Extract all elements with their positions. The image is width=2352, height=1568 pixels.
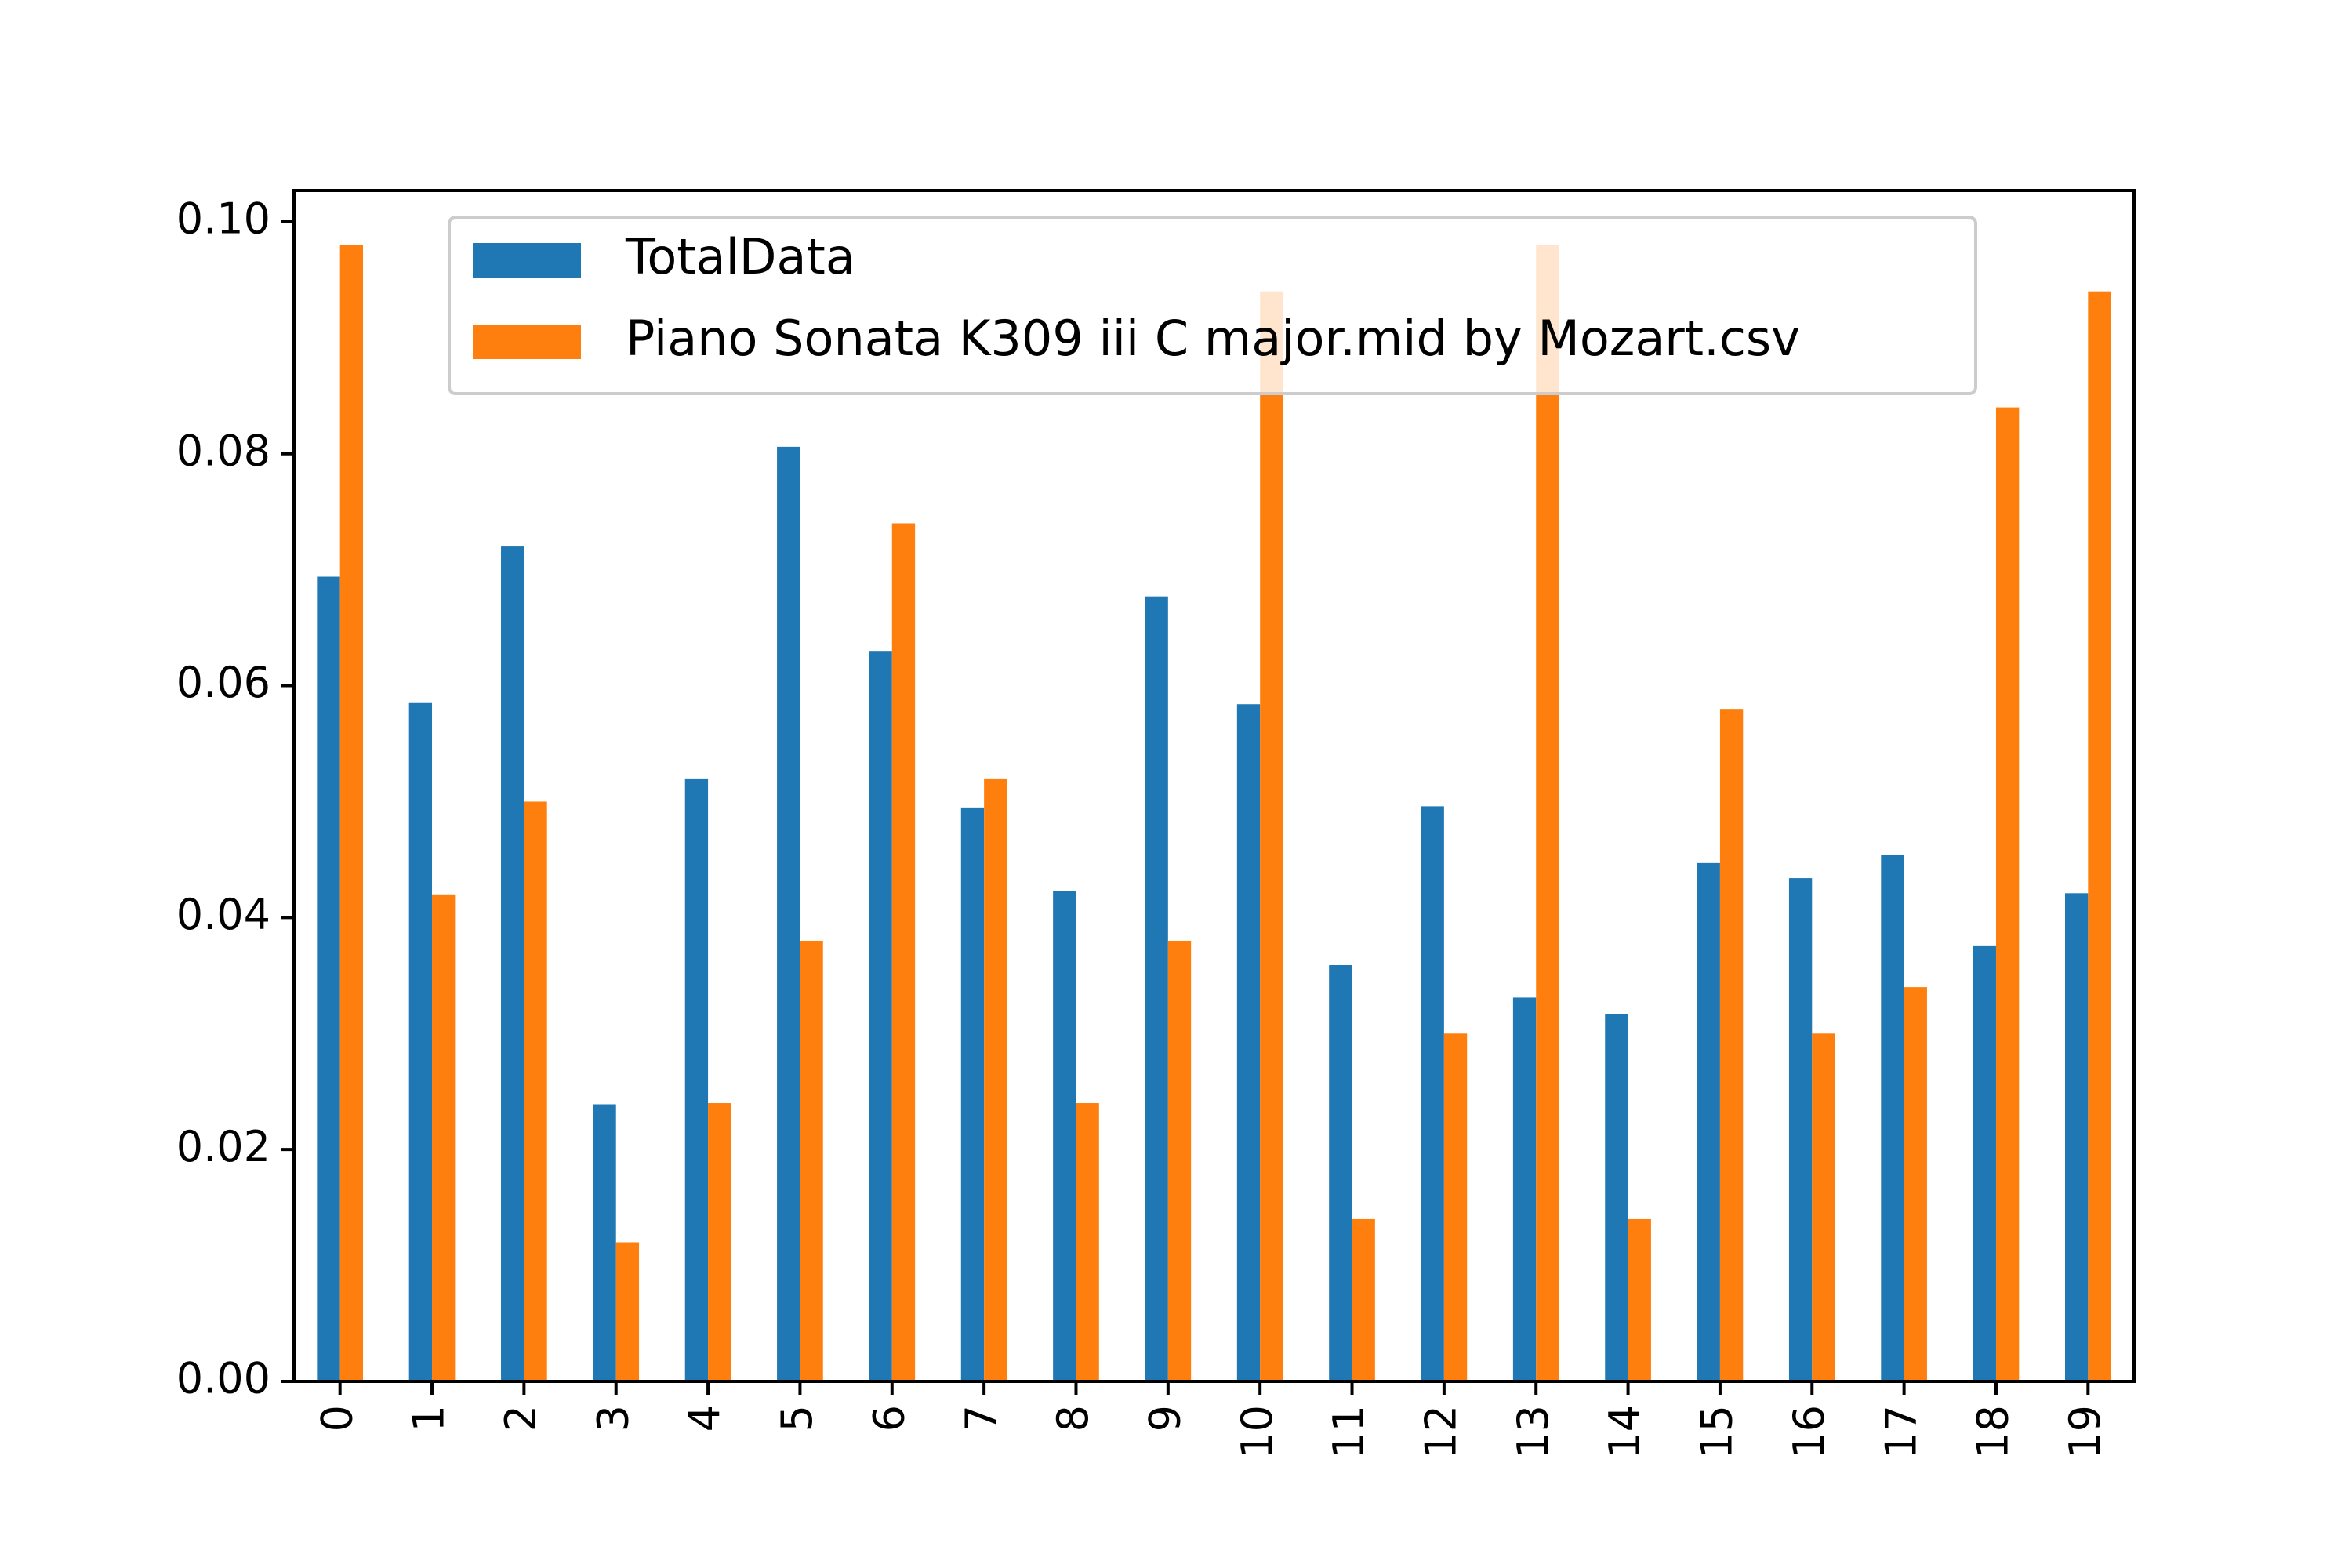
legend-label-totaldata: TotalData <box>625 228 855 285</box>
x-tick-label: 17 <box>1876 1405 1926 1459</box>
x-tick-label: 11 <box>1324 1405 1374 1459</box>
bar-piano-sonata-16 <box>1812 1033 1835 1381</box>
bar-piano-sonata-14 <box>1628 1218 1651 1381</box>
y-axis: 0.00 0.02 0.04 0.06 0.08 0.10 <box>176 194 294 1403</box>
x-tick-label: 1 <box>405 1405 454 1432</box>
bar-totaldata-18 <box>1973 945 1996 1381</box>
legend-label-piano-sonata: Piano Sonata K309 iii C major.mid by Moz… <box>626 310 1800 367</box>
bar-totaldata-17 <box>1881 855 1904 1381</box>
bar-piano-sonata-19 <box>2088 291 2111 1381</box>
y-tick-label: 0.02 <box>176 1122 270 1171</box>
bar-totaldata-4 <box>684 778 709 1381</box>
bar-totaldata-7 <box>960 807 985 1381</box>
bar-totaldata-0 <box>317 576 340 1381</box>
bar-totaldata-13 <box>1512 997 1537 1381</box>
bar-piano-sonata-10 <box>1260 291 1283 1381</box>
plot-frame <box>292 189 2136 1383</box>
bar-piano-sonata-8 <box>1076 1103 1099 1381</box>
x-tick-label: 12 <box>1417 1405 1466 1459</box>
bar-piano-sonata-18 <box>1995 407 2020 1381</box>
x-tick-label: 9 <box>1140 1405 1189 1432</box>
legend: TotalData Piano Sonata K309 iii C major.m… <box>448 216 1977 395</box>
bar-totaldata-15 <box>1697 862 1720 1381</box>
bar-piano-sonata-7 <box>984 778 1007 1381</box>
x-tick-label: 19 <box>2060 1405 2110 1459</box>
bar-totaldata-11 <box>1329 965 1352 1381</box>
bar-totaldata-9 <box>1145 596 1168 1381</box>
x-tick-label: 5 <box>772 1405 822 1432</box>
x-tick-label: 7 <box>956 1405 1006 1432</box>
x-tick-label: 13 <box>1508 1405 1558 1459</box>
y-tick-label: 0.08 <box>176 426 270 475</box>
legend-swatch-totaldata <box>473 243 581 278</box>
bar-totaldata-2 <box>501 546 524 1381</box>
bar-piano-sonata-13 <box>1536 245 1559 1381</box>
x-tick-label: 18 <box>1969 1405 2018 1459</box>
y-tick-label: 0.04 <box>176 890 270 939</box>
bar-totaldata-14 <box>1605 1014 1628 1381</box>
x-axis: 0 1 2 3 4 5 6 7 8 9 10 11 12 13 14 15 16 17 18 19 <box>312 1381 2110 1459</box>
x-tick-label: 2 <box>496 1405 546 1432</box>
bar-totaldata-16 <box>1788 878 1813 1381</box>
y-tick-label: 0.10 <box>176 194 270 244</box>
x-tick-label: 6 <box>864 1405 913 1432</box>
x-tick-label: 3 <box>588 1405 637 1432</box>
x-tick-label: 4 <box>681 1405 730 1432</box>
bar-piano-sonata-3 <box>615 1242 640 1381</box>
legend-box <box>448 216 1977 395</box>
x-tick-label: 14 <box>1600 1405 1650 1459</box>
bar-totaldata-8 <box>1053 891 1076 1381</box>
legend-swatch-piano-sonata <box>473 325 581 359</box>
bar-totaldata-10 <box>1236 704 1261 1381</box>
bar-totaldata-3 <box>593 1104 616 1381</box>
bar-piano-sonata-12 <box>1443 1033 1468 1381</box>
bar-piano-sonata-15 <box>1719 709 1744 1381</box>
bar-piano-sonata-17 <box>1904 987 1927 1381</box>
bar-totaldata-1 <box>408 702 433 1381</box>
bar-piano-sonata-1 <box>432 894 456 1381</box>
bar-totaldata-12 <box>1421 806 1444 1381</box>
bar-totaldata-19 <box>2064 893 2089 1381</box>
bar-piano-sonata-9 <box>1167 940 1192 1381</box>
x-tick-label: 0 <box>312 1405 361 1432</box>
bars-group <box>317 245 2111 1381</box>
bar-piano-sonata-6 <box>891 523 916 1381</box>
y-tick-label: 0.06 <box>176 658 270 707</box>
bar-piano-sonata-5 <box>800 940 823 1381</box>
bar-piano-sonata-0 <box>339 245 364 1381</box>
x-tick-label: 15 <box>1693 1405 1742 1459</box>
y-tick-label: 0.00 <box>176 1354 270 1403</box>
x-tick-label: 8 <box>1048 1405 1098 1432</box>
x-tick-label: 10 <box>1232 1405 1282 1459</box>
bar-piano-sonata-4 <box>708 1103 731 1381</box>
bar-totaldata-6 <box>869 651 892 1381</box>
bar-totaldata-5 <box>777 446 800 1381</box>
bar-piano-sonata-2 <box>524 801 547 1381</box>
x-tick-label: 16 <box>1784 1405 1834 1459</box>
bar-piano-sonata-11 <box>1352 1218 1375 1381</box>
